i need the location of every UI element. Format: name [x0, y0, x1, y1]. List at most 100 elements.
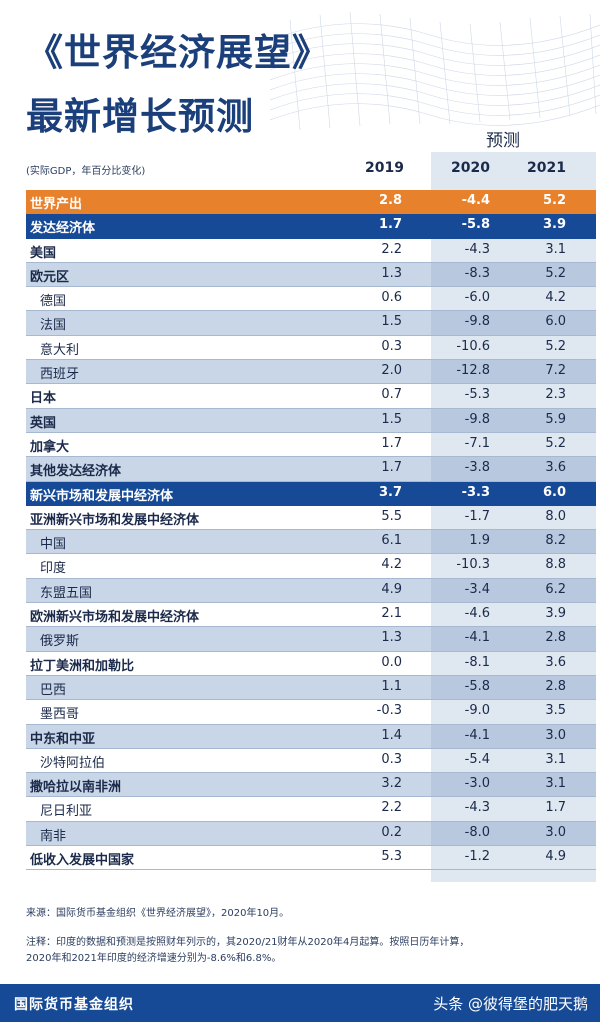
cell-value-2020: -9.8	[464, 411, 490, 427]
cell-value-2019: 5.3	[381, 849, 402, 865]
cell-value-2021: 5.2	[545, 265, 566, 281]
cell-value-2019: 1.5	[381, 314, 402, 330]
cell-value-2021: 4.9	[545, 849, 566, 865]
cell-value-2019: 1.7	[381, 460, 402, 476]
footnote-line-2: 2020年和2021年印度的经济增速分别为-8.6%和6.8%。	[26, 953, 282, 964]
cell-value-2020: -7.1	[464, 435, 490, 451]
cell-value-2020: -10.3	[456, 557, 490, 573]
cell-value-2020: -4.1	[464, 630, 490, 646]
row-label: 巴西	[40, 682, 67, 698]
cell-value-2020: -5.4	[464, 751, 490, 767]
unit-note: (实际GDP，年百分比变化)	[26, 166, 146, 177]
cell-value-2021: 5.2	[542, 193, 566, 208]
cell-value-2019: 2.2	[381, 241, 402, 257]
row-label: 新兴市场和发展中经济体	[30, 488, 174, 504]
column-header-2020: 2020	[451, 160, 490, 176]
cell-value-2019: 1.1	[381, 678, 402, 694]
cell-value-2020: -8.3	[464, 265, 490, 281]
cell-value-2021: 7.2	[545, 363, 566, 379]
cell-value-2020: -8.1	[464, 654, 490, 670]
table-row: 西班牙 2.0 -12.8 7.2	[26, 360, 596, 385]
cell-value-2019: 0.0	[381, 654, 402, 670]
table-row: 美国 2.2 -4.3 3.1	[26, 239, 596, 263]
cell-value-2021: 8.2	[545, 533, 566, 549]
forecast-label: 预测	[486, 131, 520, 150]
forecast-cell-background	[431, 530, 596, 554]
title-line-2: 最新增长预测	[26, 95, 254, 138]
forecast-cell-background	[431, 311, 596, 335]
table-row: 英国 1.5 -9.8 5.9	[26, 408, 596, 433]
row-label: 尼日利亚	[40, 804, 93, 820]
table-row: 沙特阿拉伯 0.3 -5.4 3.1	[26, 749, 596, 774]
forecast-cell-background	[431, 724, 596, 748]
row-label: 欧洲新兴市场和发展中经济体	[30, 610, 200, 626]
table-row: 欧洲新兴市场和发展中经济体 2.1 -4.6 3.9	[26, 603, 596, 628]
table-row: 东盟五国 4.9 -3.4 6.2	[26, 578, 596, 604]
row-label: 加拿大	[30, 439, 70, 455]
cell-value-2019: 1.7	[381, 435, 402, 451]
cell-value-2020: -4.4	[461, 193, 490, 208]
cell-value-2021: 6.2	[545, 581, 566, 597]
cell-value-2020: -5.8	[461, 217, 490, 233]
table-row: 墨西哥 -0.3 -9.0 3.5	[26, 700, 596, 725]
cell-value-2019: 1.5	[381, 411, 402, 427]
forecast-cell-background	[431, 262, 596, 287]
column-header-2021: 2021	[527, 160, 566, 176]
forecast-cell-background	[431, 578, 596, 603]
row-label: 东盟五国	[40, 585, 93, 601]
table-row: 尼日利亚 2.2 -4.3 1.7	[26, 797, 596, 822]
cell-value-2019: 2.2	[381, 800, 402, 816]
row-label: 世界产出	[30, 197, 83, 212]
cell-value-2021: 5.2	[545, 338, 566, 354]
cell-value-2021: 4.2	[545, 290, 566, 306]
cell-value-2019: 1.3	[381, 630, 402, 646]
row-label: 拉丁美洲和加勒比	[30, 658, 135, 674]
table-row: 巴西 1.1 -5.8 2.8	[26, 675, 596, 701]
forecast-cell-background	[431, 675, 596, 700]
cell-value-2021: 3.1	[545, 241, 566, 257]
cell-value-2021: 3.5	[545, 703, 566, 719]
cell-value-2021: 8.0	[545, 508, 566, 524]
cell-value-2020: -1.2	[464, 849, 490, 865]
table-row: 低收入发展中国家 5.3 -1.2 4.9	[26, 846, 596, 871]
cell-value-2019: 0.3	[381, 751, 402, 767]
row-label: 印度	[40, 561, 67, 577]
row-label: 美国	[30, 245, 57, 261]
table-row: 南非 0.2 -8.0 3.0	[26, 821, 596, 847]
row-label: 德国	[40, 294, 67, 310]
table-row: 新兴市场和发展中经济体 3.7 -3.3 6.0	[26, 481, 596, 506]
table-row: 世界产出 2.8 -4.4 5.2	[26, 190, 596, 215]
cell-value-2020: -9.0	[464, 703, 490, 719]
row-label: 法国	[40, 318, 67, 334]
cell-value-2020: -6.0	[464, 290, 490, 306]
table-row: 亚洲新兴市场和发展中经济体 5.5 -1.7 8.0	[26, 506, 596, 531]
cell-value-2019: 1.7	[378, 217, 402, 233]
table-row: 加拿大 1.7 -7.1 5.2	[26, 433, 596, 458]
row-label: 沙特阿拉伯	[40, 755, 106, 771]
cell-value-2021: 3.9	[542, 217, 566, 233]
cell-value-2020: -3.8	[464, 460, 490, 476]
table-row: 意大利 0.3 -10.6 5.2	[26, 336, 596, 361]
cell-value-2020: -4.1	[464, 727, 490, 743]
table-row: 中东和中亚 1.4 -4.1 3.0	[26, 724, 596, 749]
watermark-text: 头条 @彼得堡的肥天鹅	[433, 995, 588, 1013]
cell-value-2019: 0.2	[381, 824, 402, 840]
row-label: 发达经济体	[30, 221, 96, 237]
cell-value-2019: -0.3	[376, 703, 402, 719]
cell-value-2021: 3.0	[545, 824, 566, 840]
cell-value-2020: -3.3	[461, 484, 490, 500]
forecast-cell-background	[431, 360, 596, 384]
cell-value-2019: 3.2	[381, 776, 402, 792]
cell-value-2019: 0.7	[381, 387, 402, 403]
cell-value-2019: 0.6	[381, 290, 402, 306]
forecast-cell-background	[431, 408, 596, 432]
row-label: 中国	[40, 537, 67, 553]
footer-bar: 国际货币基金组织 头条 @彼得堡的肥天鹅	[0, 984, 600, 1022]
cell-value-2021: 6.0	[542, 484, 566, 500]
footnote: 注释：印度的数据和预测是按照财年列示的，其2020/21财年从2020年4月起算…	[26, 935, 586, 967]
table-row: 法国 1.5 -9.8 6.0	[26, 311, 596, 336]
row-label: 低收入发展中国家	[30, 853, 135, 869]
cell-value-2021: 3.0	[545, 727, 566, 743]
row-label: 亚洲新兴市场和发展中经济体	[30, 512, 200, 528]
cell-value-2021: 6.0	[545, 314, 566, 330]
